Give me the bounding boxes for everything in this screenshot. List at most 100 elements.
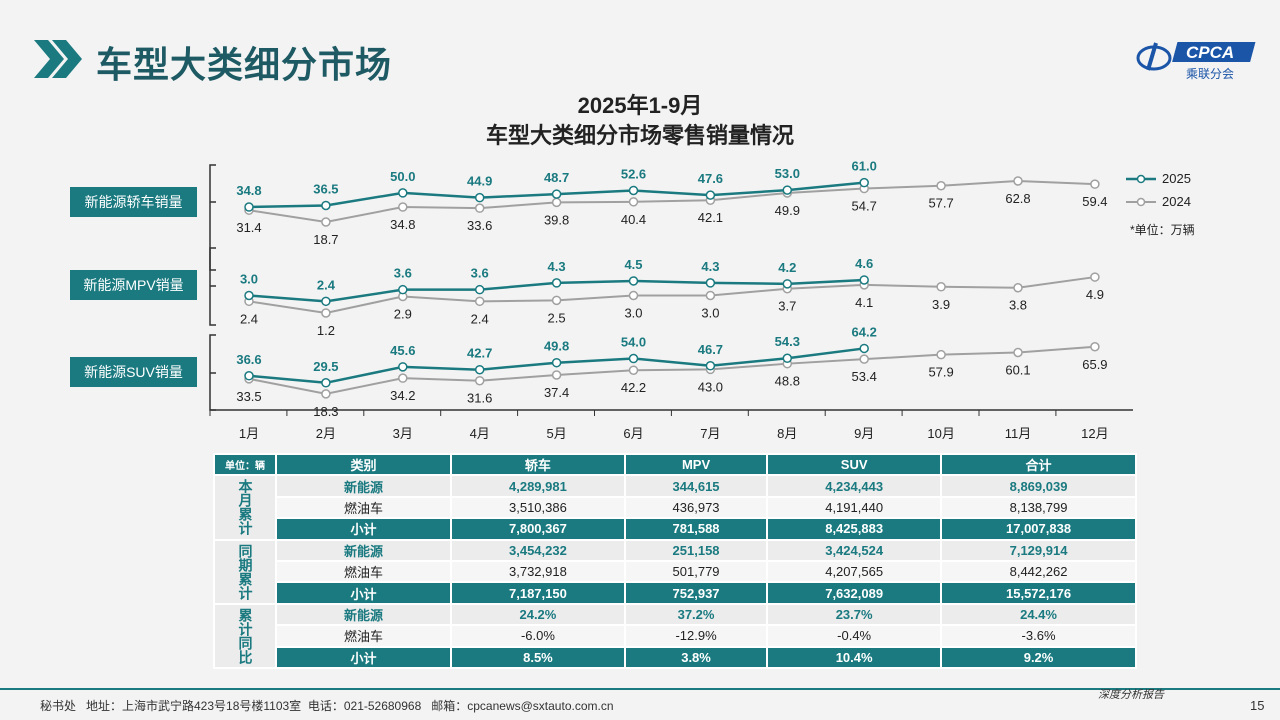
data-point-2024 — [1090, 342, 1100, 352]
data-label-2025: 3.6 — [394, 266, 412, 281]
data-point-2024 — [398, 373, 408, 383]
table-row: 小计 7,800,367 781,588 8,425,883 17,007,838 — [214, 517, 1137, 541]
footer-divider — [0, 688, 1280, 690]
table-cell: 23.7% — [766, 602, 943, 627]
panel-label-suv: 新能源SUV销量 — [70, 357, 197, 387]
table-cell: 8,869,039 — [940, 474, 1137, 498]
table-cell: 24.2% — [450, 602, 626, 627]
data-label-2024: 4.1 — [855, 295, 873, 310]
table-row: 燃油车 3,510,386 436,973 4,191,440 8,138,799 — [214, 495, 1137, 520]
data-point-2024 — [936, 282, 946, 292]
data-point-2024 — [551, 197, 562, 208]
row-type: 小计 — [275, 581, 452, 605]
data-label-2025: 29.5 — [313, 359, 338, 374]
series-line-2024 — [248, 276, 1096, 314]
data-label-2025: 48.7 — [544, 170, 569, 185]
column-header: 类别 — [275, 452, 452, 477]
data-label-2025: 4.3 — [548, 259, 566, 274]
table-cell: -12.9% — [623, 624, 769, 648]
data-point-2025 — [244, 202, 254, 212]
table-cell: 4,234,443 — [766, 474, 943, 498]
x-tick-label: 10月 — [927, 426, 954, 441]
data-label-2025: 2.4 — [317, 277, 336, 292]
data-point-2025 — [859, 177, 869, 188]
data-point-2025 — [628, 185, 639, 196]
table-cell: 7,187,150 — [450, 581, 626, 605]
panel-label-sedan: 新能源轿车销量 — [70, 187, 197, 217]
data-point-2025 — [474, 192, 485, 203]
table-cell: 3,424,524 — [766, 538, 943, 562]
data-label-2024: 62.8 — [1005, 191, 1030, 206]
x-tick-label: 3月 — [393, 426, 413, 441]
data-point-2024 — [628, 290, 639, 301]
data-point-2024 — [474, 375, 485, 386]
data-point-2024 — [1013, 176, 1023, 186]
data-point-2025 — [551, 278, 562, 288]
data-label-2025: 47.6 — [698, 171, 723, 186]
table-cell: 3.8% — [623, 645, 769, 669]
data-label-2024: 33.5 — [236, 389, 261, 404]
table-cell: 7,129,914 — [940, 538, 1137, 562]
table-cell: 4,191,440 — [766, 495, 943, 520]
data-point-2024 — [936, 180, 946, 191]
column-header: 合计 — [940, 452, 1137, 477]
column-header: MPV — [623, 452, 769, 477]
data-label-2024: 18.7 — [313, 232, 338, 247]
table-row: 本月累计 新能源 4,289,981 344,615 4,234,443 8,869,03… — [213, 474, 1137, 541]
column-header: 轿车 — [450, 452, 626, 477]
data-point-2025 — [244, 371, 254, 381]
data-point-2025 — [321, 296, 331, 307]
data-point-2025 — [782, 353, 793, 363]
legend-2024: 2024 — [1126, 194, 1191, 209]
row-type: 新能源 — [275, 474, 452, 498]
data-point-2025 — [474, 364, 485, 375]
data-label-2025: 54.0 — [621, 335, 646, 350]
table-cell: 37.2% — [623, 602, 769, 627]
data-point-2024 — [628, 365, 639, 375]
column-header: SUV — [766, 452, 943, 477]
table-cell: 4,207,565 — [766, 559, 943, 584]
data-label-2024: 53.4 — [852, 369, 877, 384]
data-label-2025: 52.6 — [621, 166, 646, 181]
data-point-2024 — [551, 295, 562, 306]
table-row: 小计 8.5% 3.8% 10.4% 9.2% — [214, 645, 1137, 669]
data-label-2025: 3.0 — [240, 272, 258, 287]
data-point-2025 — [705, 278, 716, 288]
cpca-logo: CPCA 乘联分会 — [1136, 40, 1256, 81]
data-label-2025: 61.0 — [852, 159, 877, 174]
data-label-2024: 54.7 — [852, 199, 877, 214]
data-point-2024 — [705, 290, 716, 301]
table-cell: -3.6% — [940, 624, 1137, 648]
data-point-2025 — [859, 275, 869, 285]
group-label: 累计同比 — [213, 602, 277, 669]
data-label-2024: 43.0 — [698, 379, 723, 394]
data-label-2024: 2.5 — [548, 310, 566, 325]
data-label-2025: 3.6 — [471, 266, 489, 281]
data-point-2024 — [321, 217, 331, 227]
data-label-2024: 57.9 — [928, 365, 953, 380]
row-type: 小计 — [275, 645, 452, 669]
data-point-2024 — [398, 202, 408, 212]
legend-2025: 2025 — [1126, 171, 1191, 186]
table-cell: 3,454,232 — [450, 538, 626, 562]
data-label-2024: 60.1 — [1005, 363, 1030, 378]
group-label: 本月累计 — [213, 474, 277, 541]
data-label-2025: 34.8 — [236, 183, 261, 198]
column-header: 单位：辆 — [213, 452, 277, 477]
sales-table: 单位：辆 类别 轿车 MPV SUV 合计 本月累计 新能源 4,289,981 344,615… — [213, 452, 1137, 669]
row-type: 新能源 — [275, 538, 452, 562]
data-label-2024: 37.4 — [544, 385, 569, 400]
axis-bracket — [209, 334, 216, 411]
row-type: 燃油车 — [275, 624, 452, 648]
table-cell: 3,510,386 — [450, 495, 626, 520]
row-type: 燃油车 — [275, 495, 452, 520]
data-label-2025: 42.7 — [467, 346, 492, 361]
data-point-2025 — [705, 190, 716, 200]
table-cell: 4,289,981 — [450, 474, 626, 498]
data-point-2024 — [628, 197, 639, 207]
chart-subtitle: 车型大类细分市场零售销量情况 — [485, 123, 794, 148]
data-point-2025 — [628, 353, 639, 364]
data-label-2024: 2.4 — [240, 311, 258, 326]
data-label-2024: 1.2 — [317, 323, 335, 338]
data-point-2025 — [398, 284, 408, 295]
